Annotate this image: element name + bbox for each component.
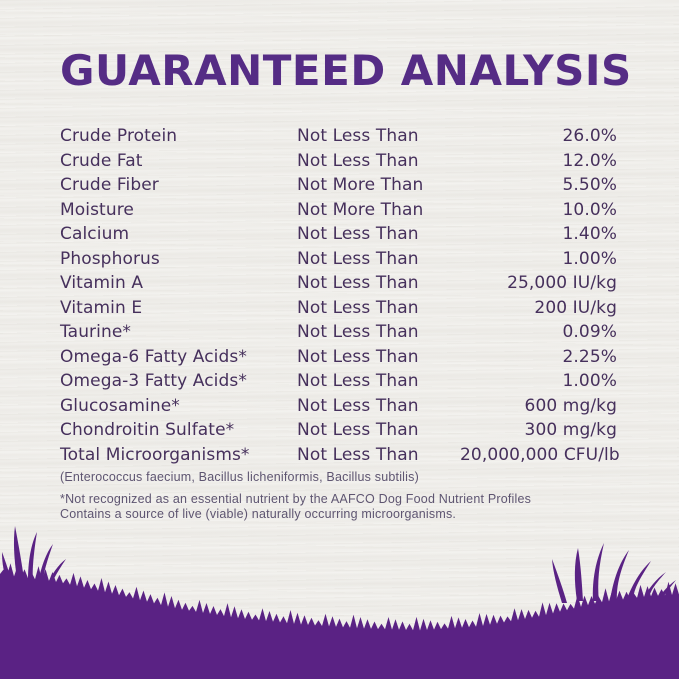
grass-blade-icon [28,532,37,581]
grass-blade-icon [38,544,53,583]
table-row: Crude Fat Not Less Than 12.0% [60,149,617,174]
grass-blade-icon [574,548,583,601]
comparator: Not More Than [297,175,424,196]
grass-blade-icon [592,543,604,601]
analysis-table: Crude Protein Not Less Than 26.0% Crude Fat… [60,124,620,468]
comparator: Not Less Than [297,297,419,318]
nutrient-value: 300 mg/kg [524,420,617,441]
nutrient-name: Calcium [60,224,130,245]
grass-blade-icon [642,572,666,601]
table-row: Crude Fiber Not More Than 5.50% [60,173,617,198]
nutrient-name: Phosphorus [60,248,160,269]
footnote-line-1: *Not recognized as an essential nutrient… [60,492,532,506]
table-row: Omega-6 Fatty Acids* Not Less Than 2.25% [60,345,617,370]
comparator: Not Less Than [297,248,419,269]
nutrient-name: Chondroitin Sulfate* [60,420,235,441]
grass-blade-icon [610,550,629,601]
nutrient-name: Omega-6 Fatty Acids* [60,346,247,367]
nutrient-name: Crude Fiber [60,175,159,196]
comparator: Not Less Than [297,224,419,245]
page-title: GUARANTEED ANALYSIS [60,46,632,95]
nutrient-value: 1.00% [562,371,617,392]
comparator: Not Less Than [297,444,419,465]
nutrient-value: 200 IU/kg [534,297,617,318]
table-row: Taurine* Not Less Than 0.09% [60,320,617,345]
grass-blade-icon [658,580,676,599]
nutrient-value: 10.0% [562,199,617,220]
nutrient-name: Crude Fat [60,150,143,171]
nutrient-name: Vitamin E [60,297,143,318]
nutrient-name: Total Microorganisms* [60,444,250,465]
grass-blade-icon [2,552,11,579]
table-row: Chondroitin Sulfate* Not Less Than 300 mg/… [60,418,617,443]
nutrient-value: 20,000,000 CFU/lb [460,444,620,465]
comparator: Not Less Than [297,273,419,294]
nutrient-value: 2.25% [562,346,617,367]
species-note: (Enterococcus faecium, Bacillus lichenif… [60,470,419,484]
comparator: Not Less Than [297,150,419,171]
nutrient-name: Glucosamine* [60,395,180,416]
comparator: Not Less Than [297,395,419,416]
table-row: Vitamin A Not Less Than 25,000 IU/kg [60,271,617,296]
table-row: Moisture Not More Than 10.0% [60,198,617,223]
nutrient-name: Crude Protein [60,126,178,147]
comparator: Not More Than [297,199,424,220]
nutrient-value: 25,000 IU/kg [507,273,617,294]
comparator: Not Less Than [297,126,419,147]
nutrient-value: 26.0% [562,126,617,147]
nutrient-name: Taurine* [60,322,132,343]
grass-blade-icon [552,559,567,603]
comparator: Not Less Than [297,346,419,367]
nutrient-name: Moisture [60,199,134,220]
grass-blade-icon [13,526,24,579]
nutrient-value: 12.0% [562,150,617,171]
comparator: Not Less Than [297,371,419,392]
grass-mound [0,563,679,679]
table-row: Crude Protein Not Less Than 26.0% [60,124,617,149]
comparator: Not Less Than [297,322,419,343]
table-row: Phosphorus Not Less Than 1.00% [60,247,617,272]
footnotes: *Not recognized as an essential nutrient… [60,492,617,521]
nutrient-value: 1.40% [562,224,617,245]
table-row: Glucosamine* Not Less Than 600 mg/kg [60,394,617,419]
table-row: Total Microorganisms* Not Less Than 20,000… [60,443,620,468]
nutrient-name: Omega-3 Fatty Acids* [60,371,247,392]
comparator: Not Less Than [297,420,419,441]
nutrient-value: 5.50% [562,175,617,196]
footnote-line-2: Contains a source of live (viable) natur… [60,506,457,521]
grass-blade-icon [626,561,651,601]
nutrient-value: 600 mg/kg [524,395,617,416]
nutrient-name: Vitamin A [60,273,144,294]
table-row: Calcium Not Less Than 1.40% [60,222,617,247]
table-row: Omega-3 Fatty Acids* Not Less Than 1.00% [60,369,617,394]
grass-blade-icon [47,559,66,585]
nutrient-value: 0.09% [562,322,617,343]
table-row: Vitamin E Not Less Than 200 IU/kg [60,296,617,321]
grass-silhouette [0,526,679,679]
nutrient-value: 1.00% [562,248,617,269]
